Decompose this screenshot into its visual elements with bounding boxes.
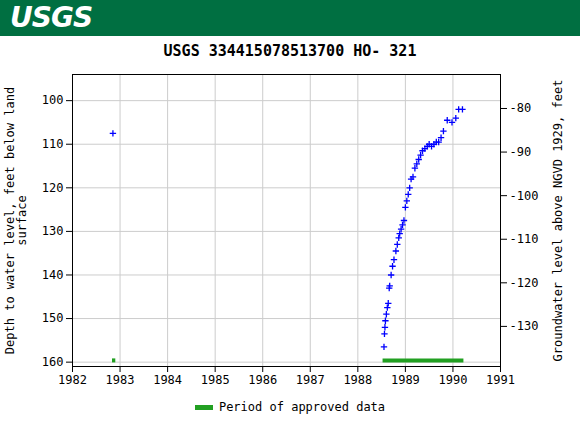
svg-text:1987: 1987 — [296, 373, 325, 387]
svg-text:160: 160 — [42, 355, 64, 369]
svg-text:1983: 1983 — [106, 373, 135, 387]
svg-text:Groundwater level above NGVD 1: Groundwater level above NGVD 1929, feet — [551, 80, 565, 362]
svg-text:-130: -130 — [510, 319, 539, 333]
svg-text:150: 150 — [42, 311, 64, 325]
svg-text:-90: -90 — [510, 145, 532, 159]
svg-text:140: 140 — [42, 268, 64, 282]
html-text:USGS 334415078513700 HO- 321: USGS 334415078513700 HO- 321 — [163, 42, 417, 60]
svg-text:1982: 1982 — [58, 373, 87, 387]
svg-text:1984: 1984 — [153, 373, 182, 387]
svg-text:1991: 1991 — [486, 373, 515, 387]
svg-text:130: 130 — [42, 224, 64, 238]
svg-text:-80: -80 — [510, 101, 532, 115]
html-text:USGS: USGS — [10, 1, 93, 34]
svg-text:-110: -110 — [510, 232, 539, 246]
html-text:Period of approved data: Period of approved data — [218, 400, 386, 414]
svg-text:-100: -100 — [510, 188, 539, 202]
svg-text:1985: 1985 — [201, 373, 230, 387]
svg-text:1990: 1990 — [438, 373, 467, 387]
svg-text:100: 100 — [42, 93, 64, 107]
svg-text:1986: 1986 — [248, 373, 277, 387]
svg-text:-120: -120 — [510, 276, 539, 290]
svg-text:120: 120 — [42, 181, 64, 195]
svg-text:1988: 1988 — [343, 373, 372, 387]
svg-text:110: 110 — [42, 137, 64, 151]
svg-text:Depth to water level, feet bel: Depth to water level, feet below landsur… — [3, 87, 29, 354]
svg-text:1989: 1989 — [391, 373, 420, 387]
